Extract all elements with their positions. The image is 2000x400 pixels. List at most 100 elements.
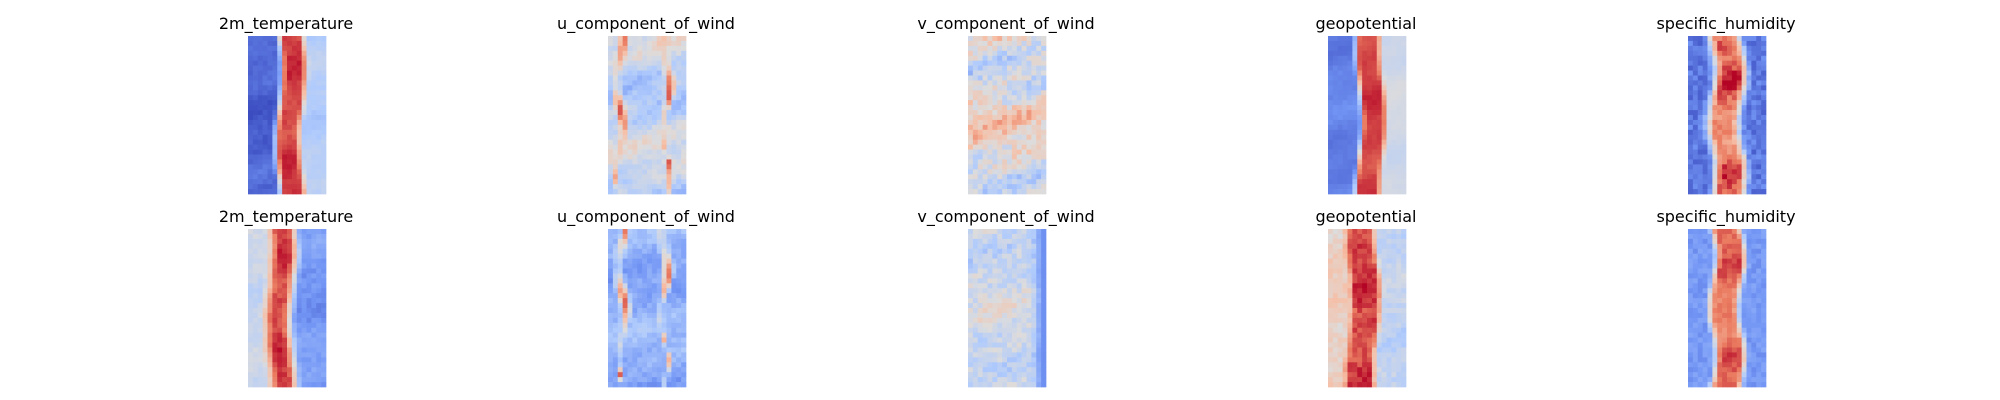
heatmap-cell [1688, 233, 1694, 240]
heatmap-cell [1007, 70, 1013, 76]
heatmap-cell [1736, 312, 1742, 319]
heatmap-cell [1688, 174, 1694, 180]
heatmap-cell [1007, 377, 1013, 383]
heatmap-cell [1342, 367, 1348, 373]
heatmap-cell [1756, 288, 1762, 294]
heatmap-cell [1712, 90, 1718, 96]
heatmap-cell [306, 36, 312, 42]
heatmap-cell [1007, 124, 1013, 131]
heatmap-cell [267, 184, 273, 190]
heatmap-cell [982, 382, 988, 388]
heatmap-cell [252, 248, 259, 255]
heatmap-cell [1717, 283, 1723, 289]
heatmap-cell [671, 184, 677, 190]
heatmap-cell [1761, 298, 1767, 304]
heatmap-cell [1342, 357, 1348, 363]
heatmap-cell [612, 154, 619, 160]
heatmap-cell [1362, 322, 1368, 329]
heatmap-cell [1352, 184, 1358, 190]
heatmap-cell [968, 179, 974, 185]
heatmap-cell [997, 115, 1003, 121]
heatmap-cell [301, 263, 307, 269]
heatmap-cell [656, 382, 662, 388]
heatmap-cell [972, 149, 979, 155]
heatmap-cell [1011, 303, 1018, 309]
heatmap-cell [1016, 144, 1022, 150]
heatmap-cell [997, 144, 1003, 150]
heatmap-cell [608, 154, 614, 160]
heatmap-cell [1391, 95, 1397, 101]
heatmap-cell [617, 80, 623, 86]
heatmap-cell [1751, 144, 1757, 150]
heatmap-cell [1376, 288, 1382, 294]
heatmap-cell [1751, 268, 1757, 274]
heatmap-cell [972, 75, 979, 81]
heatmap-cell [1026, 253, 1032, 259]
heatmap-cell [1342, 248, 1348, 255]
heatmap-cell [272, 184, 278, 190]
heatmap-cell [1362, 367, 1368, 373]
heatmap-cell [972, 40, 979, 47]
heatmap-cell [1026, 179, 1032, 185]
heatmap-cell [608, 327, 614, 334]
heatmap-cell [1357, 95, 1363, 101]
heatmap-cell [248, 50, 254, 57]
heatmap-cell [1756, 105, 1762, 111]
heatmap-cell [262, 154, 268, 160]
heatmap-cell [642, 293, 648, 299]
heatmap-cell [1337, 372, 1343, 378]
heatmap-cell [1688, 342, 1694, 348]
heatmap-cell [1688, 317, 1694, 324]
heatmap-cell [647, 248, 653, 255]
heatmap-cell [1391, 352, 1397, 358]
heatmap-cell [968, 372, 974, 378]
heatmap-cell [301, 95, 307, 101]
heatmap-cell [1702, 40, 1708, 47]
heatmap-cell [676, 134, 682, 141]
heatmap-cell [316, 45, 322, 52]
heatmap-cell [321, 229, 327, 235]
heatmap-cell [972, 45, 979, 52]
heatmap-cell [1328, 357, 1334, 363]
heatmap-cell [1328, 303, 1334, 309]
heatmap-cell [1376, 75, 1382, 81]
heatmap-cell [637, 40, 643, 47]
heatmap-cell [612, 253, 619, 259]
heatmap-cell [1011, 100, 1018, 106]
heatmap-cell [1026, 322, 1032, 329]
heatmap-cell [1011, 278, 1018, 284]
heatmap-cell [1386, 377, 1392, 383]
heatmap-cell [1328, 65, 1334, 71]
heatmap-cell [252, 317, 259, 324]
heatmap-cell [1328, 229, 1334, 235]
heatmap-cell [316, 50, 322, 57]
heatmap-cell [277, 229, 283, 235]
heatmap-cell [257, 288, 263, 294]
heatmap-cell [617, 308, 623, 314]
heatmap-cell [637, 149, 643, 155]
heatmap-cell [1016, 352, 1022, 358]
heatmap-cell [987, 129, 993, 136]
heatmap-cell [1741, 303, 1747, 309]
heatmap-cell [968, 367, 974, 373]
heatmap-cell [252, 382, 259, 388]
heatmap-cell [1357, 273, 1363, 279]
heatmap-cell [622, 154, 628, 160]
heatmap-cell [992, 229, 998, 235]
heatmap-cell [252, 332, 259, 338]
heatmap-cell [1328, 70, 1334, 76]
heatmap-cell [617, 347, 623, 353]
heatmap-cell [1352, 85, 1358, 91]
heatmap-cell [627, 174, 633, 180]
heatmap-cell [1401, 95, 1407, 101]
heatmap-cell [1342, 382, 1348, 388]
heatmap-cell [1712, 80, 1718, 86]
heatmap-cell [1717, 303, 1723, 309]
heatmap-cell [1688, 248, 1694, 255]
heatmap-cell [661, 243, 667, 250]
panel-title: 2m_temperature [219, 207, 353, 227]
heatmap-cell [661, 75, 667, 81]
heatmap-cell [1381, 317, 1387, 324]
heatmap-cell [676, 322, 682, 329]
heatmap-cell [306, 322, 312, 329]
